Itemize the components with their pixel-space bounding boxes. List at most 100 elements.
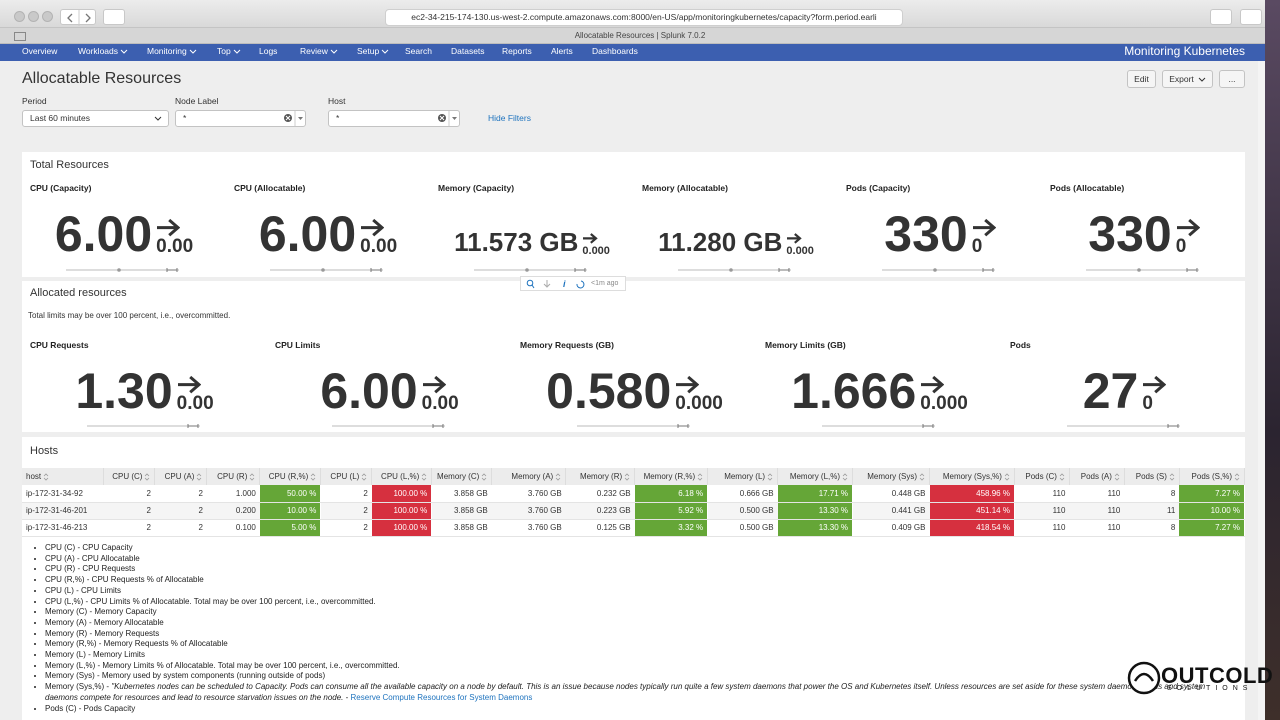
column-header[interactable]: CPU (R): [206, 468, 261, 485]
column-header[interactable]: Pods (A): [1069, 468, 1125, 485]
table-cell: 7.27 %: [1179, 519, 1246, 537]
sidebar-button[interactable]: [103, 9, 125, 25]
column-header[interactable]: Memory (R,%): [634, 468, 709, 485]
tab[interactable]: Allocatable Resources | Splunk 7.0.2: [0, 28, 1280, 44]
sort-icon: [1169, 473, 1175, 481]
filter-input[interactable]: *: [328, 110, 460, 127]
nav-item[interactable]: Dashboards: [592, 46, 638, 56]
sparkline: [331, 424, 445, 428]
table-cell: 0.448 GB: [852, 485, 930, 503]
hide-filters-link[interactable]: Hide Filters: [488, 113, 531, 123]
table-cell: 0.500 GB: [707, 502, 778, 520]
page-button[interactable]: Edit: [1127, 70, 1156, 88]
scrollbar[interactable]: [1258, 61, 1265, 720]
trend-arrow: [1176, 218, 1200, 237]
svg-text:i: i: [563, 279, 566, 289]
nav-item[interactable]: Logs: [259, 46, 278, 56]
column-header[interactable]: Memory (L): [707, 468, 779, 485]
kpi-label: CPU Limits: [275, 340, 321, 350]
dropdown-caret: [120, 49, 128, 54]
column-header[interactable]: Pods (C): [1014, 468, 1070, 485]
nav-item[interactable]: Top: [217, 45, 241, 57]
table-cell: 0.500 GB: [707, 519, 778, 537]
legend-item: CPU (R,%) - CPU Requests % of Allocatabl…: [45, 575, 1222, 586]
column-header[interactable]: host: [22, 468, 105, 485]
panel-note: Total limits may be over 100 percent, i.…: [28, 311, 231, 320]
kpi-delta-value: 0.000: [786, 245, 814, 257]
watermark: OUTCOLD SOLUTIONS: [1127, 661, 1277, 697]
kpi-delta-value: 0.000: [920, 393, 968, 414]
trend-arrow: [676, 375, 700, 394]
dropdown-caret: [330, 49, 338, 54]
page-button[interactable]: Export: [1162, 70, 1213, 88]
legend-text: CPU (L,%) - CPU Limits % of Allocatable.…: [45, 596, 376, 606]
table-cell: 0.232 GB: [565, 485, 635, 503]
kpi-delta-value: 0.00: [156, 236, 194, 257]
trend-arrow: [157, 218, 181, 237]
zoom-button[interactable]: [42, 11, 53, 22]
sort-icon: [250, 473, 255, 481]
mail-icon[interactable]: [14, 32, 26, 41]
back-forward[interactable]: [60, 9, 96, 26]
nav-item[interactable]: Overview: [22, 46, 58, 56]
timestamp: <1m ago: [591, 280, 619, 287]
column-header[interactable]: Memory (A): [491, 468, 567, 485]
legend-item: Pods (C) - Pods Capacity: [45, 704, 1222, 715]
share-button[interactable]: [1210, 9, 1232, 25]
filter-label: Host: [328, 96, 346, 106]
tabs-button[interactable]: [1240, 9, 1262, 25]
sort-icon: [43, 473, 49, 481]
table-cell: 110: [1014, 502, 1070, 520]
nav-item[interactable]: Monitoring: [147, 45, 197, 57]
column-header[interactable]: CPU (R,%): [259, 468, 322, 485]
kpi-delta: 0.000: [786, 232, 814, 257]
sort-icon: [1114, 473, 1120, 481]
column-header[interactable]: Memory (R): [565, 468, 636, 485]
table-cell: 3.858 GB: [431, 485, 492, 503]
filter-input[interactable]: Last 60 minutes: [22, 110, 169, 127]
nav-item[interactable]: Datasets: [451, 46, 485, 56]
column-header[interactable]: Pods (S,%): [1179, 468, 1246, 485]
table-cell: 2: [154, 519, 207, 537]
nav-item[interactable]: Reports: [502, 46, 532, 56]
column-header[interactable]: Pods (S): [1124, 468, 1180, 485]
nav-item[interactable]: Search: [405, 46, 432, 56]
dropdown-caret: [381, 49, 389, 54]
page-button[interactable]: ...: [1219, 70, 1245, 88]
filter-input[interactable]: *: [175, 110, 306, 127]
sort-icon: [1234, 473, 1240, 481]
legend-text: Memory (C) - Memory Capacity: [45, 607, 157, 617]
nav-item[interactable]: Alerts: [551, 46, 573, 56]
column-header[interactable]: CPU (A): [154, 468, 208, 485]
legend-text: Pods (C) - Pods Capacity: [45, 703, 136, 713]
table-cell: 2: [320, 502, 372, 520]
close-button[interactable]: [14, 11, 25, 22]
nav-item[interactable]: Review: [300, 45, 338, 57]
nav-arrows: [67, 10, 91, 26]
column-header[interactable]: Memory (C): [431, 468, 493, 485]
kpi-label: CPU (Capacity): [30, 183, 92, 193]
table-cell: ip-172-31-34-92: [22, 485, 104, 503]
kpi-row: 6.00 0.00: [22, 201, 226, 259]
column-header[interactable]: Memory (L,%): [777, 468, 854, 485]
kpi-row: 1.30 0.00: [22, 358, 267, 416]
minimize-button[interactable]: [28, 11, 39, 22]
legend-text: CPU (R,%) - CPU Requests % of Allocatabl…: [45, 575, 204, 585]
table-cell: 0.100: [206, 519, 260, 537]
column-header[interactable]: Memory (Sys): [852, 468, 930, 485]
column-header[interactable]: CPU (C): [103, 468, 156, 485]
kpi-value: 330: [884, 206, 968, 262]
nav-item[interactable]: Workloads: [78, 45, 128, 57]
nav-item[interactable]: Setup: [357, 45, 389, 57]
table-cell: ip-172-31-46-201: [22, 502, 104, 520]
kpi-delta-value: 0.00: [360, 236, 398, 257]
column-header[interactable]: CPU (L): [320, 468, 373, 485]
sparkline: [1066, 424, 1180, 428]
sort-icon: [362, 473, 367, 481]
legend-quote: "Kubernetes nodes can be scheduled to Ca…: [45, 682, 1206, 702]
address-bar[interactable]: ec2-34-215-174-130.us-west-2.compute.ama…: [385, 9, 903, 26]
column-header[interactable]: Memory (Sys,%): [929, 468, 1015, 485]
column-header[interactable]: CPU (L,%): [371, 468, 433, 485]
legend-link[interactable]: Reserve Compute Resources for System Dae…: [350, 692, 533, 702]
